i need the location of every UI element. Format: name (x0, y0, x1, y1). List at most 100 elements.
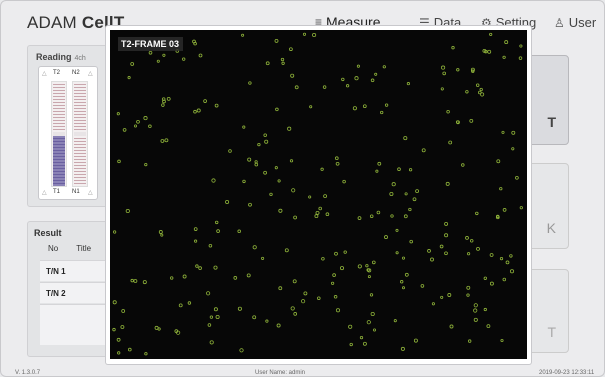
cell-dot (372, 328, 377, 332)
cell-dot (303, 291, 308, 296)
cell-dot (148, 50, 153, 55)
cell-dot (144, 163, 148, 167)
cell-dot (393, 319, 397, 323)
cell-dot (320, 167, 324, 171)
cell-dot (502, 277, 507, 282)
cell-dot (312, 32, 317, 38)
cell-dot (354, 76, 359, 81)
cell-dot (317, 296, 321, 300)
cell-dot (384, 103, 389, 107)
cell-dot (290, 73, 295, 78)
cell-dot (375, 169, 379, 173)
cell-dot (130, 278, 134, 283)
app-logo: ADAM CellT (27, 13, 124, 33)
cell-dot (401, 286, 406, 290)
lane-stripes (74, 82, 86, 132)
table-row[interactable]: T/N 2 (40, 282, 116, 303)
cell-dot (466, 285, 471, 290)
cell-dot (248, 202, 252, 207)
reading-panel: Reading 4ch △ T2 N2 △ △ T1 N1 △ (27, 45, 117, 207)
cell-dot (352, 106, 357, 111)
cell-dot (242, 179, 246, 184)
cell-dot (325, 212, 330, 217)
cell-dot (112, 327, 116, 332)
cell-dot (369, 293, 374, 297)
cell-dot (430, 257, 434, 262)
triangle-icon: △ (42, 71, 47, 77)
cell-dot (196, 108, 201, 113)
version-text: V. 1.3.0.7 (15, 370, 41, 376)
cell-dot (187, 301, 192, 305)
cell-dot (369, 214, 374, 218)
chip-lane-right[interactable] (72, 81, 88, 187)
cell-dot (468, 339, 472, 343)
cell-dot (413, 338, 418, 343)
cell-dot (284, 248, 289, 253)
cell-dot (356, 64, 360, 68)
lane-fill (53, 136, 65, 186)
nav-user[interactable]: ♙ User (554, 15, 596, 30)
cell-dot (335, 161, 340, 166)
table-row[interactable]: T/N 1 (40, 260, 116, 281)
cell-dot (518, 56, 523, 60)
cell-dot (193, 109, 197, 114)
cell-dot (333, 295, 338, 299)
cell-dot (499, 187, 503, 191)
cell-dot (515, 175, 519, 180)
cell-dot (323, 194, 328, 199)
chip-label-n1: N1 (72, 189, 80, 195)
cell-dot (342, 179, 346, 184)
cell-dot (374, 72, 378, 76)
cell-dot (192, 39, 196, 44)
cell-dot (120, 325, 125, 329)
cell-dot (309, 105, 313, 109)
cell-dot (421, 148, 426, 153)
frame-image-modal[interactable]: T2-FRAME 03 (106, 26, 531, 364)
cell-dot (143, 116, 148, 121)
cell-dot (265, 319, 269, 323)
cell-dot (505, 260, 510, 265)
cell-dot (308, 195, 312, 199)
chip-lane-left[interactable] (51, 81, 67, 187)
cell-dot (121, 309, 126, 313)
cell-dot (214, 220, 219, 225)
cell-dot (382, 65, 386, 69)
cell-dot (160, 139, 165, 143)
menu-icon: ≡ (315, 15, 323, 29)
cell-dot (499, 256, 504, 261)
cell-dot (246, 273, 251, 278)
brand-prefix: ADAM (27, 13, 82, 32)
cell-dot (314, 214, 319, 219)
cell-dot (277, 179, 281, 183)
cell-dot (447, 293, 452, 297)
cell-dot (389, 191, 394, 197)
cell-dot (274, 166, 278, 170)
cell-dot (241, 33, 245, 37)
cell-dot (128, 347, 132, 352)
cell-dot (293, 215, 297, 220)
cell-dot (441, 65, 446, 70)
cell-dot (366, 320, 371, 325)
cell-dot (469, 118, 474, 123)
cell-dot (136, 119, 140, 124)
cell-dot (112, 300, 117, 305)
lane-gap (74, 132, 86, 136)
cell-dot (170, 276, 174, 280)
cell-dot (209, 315, 214, 319)
cell-dot (439, 244, 444, 249)
result-table-header: No Title (48, 244, 91, 253)
cell-dot (377, 161, 382, 166)
cell-dot (449, 324, 454, 329)
cell-dot (496, 159, 501, 164)
cell-dot (278, 208, 283, 213)
cell-dot (160, 233, 164, 237)
cell-dot (198, 53, 203, 58)
cell-dot (367, 275, 371, 279)
cell-dot (237, 306, 242, 311)
cell-dot (116, 337, 121, 342)
cell-dot (479, 87, 483, 92)
cell-dot (133, 124, 138, 128)
cell-dot (391, 182, 396, 187)
cell-dot (502, 208, 507, 212)
cell-dot (116, 112, 120, 116)
